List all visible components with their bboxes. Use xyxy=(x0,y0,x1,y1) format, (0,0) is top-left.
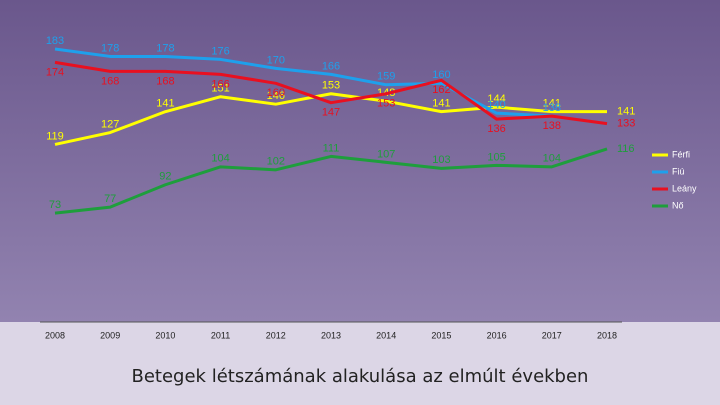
data-label: 153 xyxy=(322,80,340,92)
data-label: 140 xyxy=(487,99,505,111)
data-label: 105 xyxy=(487,151,505,163)
data-label: 104 xyxy=(211,153,229,165)
data-label: 160 xyxy=(267,87,285,99)
data-label: 160 xyxy=(432,69,450,81)
data-label: 176 xyxy=(211,45,229,57)
series-line xyxy=(54,92,607,146)
data-label: 141 xyxy=(156,98,174,110)
x-tick-label: 2015 xyxy=(431,330,451,340)
data-label: 119 xyxy=(46,130,64,142)
data-label: 116 xyxy=(617,143,635,155)
data-label: 141 xyxy=(432,98,450,110)
chart-title: Betegek létszámának alakulása az elmúlt … xyxy=(132,366,589,387)
data-label: 178 xyxy=(156,42,174,54)
data-label: 104 xyxy=(543,153,561,165)
series-line xyxy=(54,60,608,126)
legend-label: Fiú xyxy=(672,166,685,176)
data-label: 168 xyxy=(156,75,174,87)
data-label: 136 xyxy=(487,123,505,135)
data-label: 183 xyxy=(46,35,64,47)
data-label: 111 xyxy=(323,142,340,154)
data-label: 159 xyxy=(377,71,395,83)
data-label: 168 xyxy=(101,75,119,87)
legend-label: Nő xyxy=(672,200,684,210)
footer-band xyxy=(0,322,720,405)
data-label: 73 xyxy=(49,199,61,211)
data-label: 170 xyxy=(267,54,285,66)
x-tick-label: 2009 xyxy=(100,330,120,340)
data-label: 146 xyxy=(267,90,285,102)
data-label: 92 xyxy=(159,171,171,183)
data-label: 174 xyxy=(46,66,64,78)
data-label: 107 xyxy=(377,148,395,160)
data-label: 151 xyxy=(211,83,229,95)
data-label: 103 xyxy=(432,154,450,166)
data-label: 138 xyxy=(543,120,561,132)
data-label: 166 xyxy=(322,60,340,72)
data-label: 77 xyxy=(104,193,116,205)
data-label: 166 xyxy=(211,78,229,90)
legend-label: Férfi xyxy=(672,149,690,159)
data-label: 141 xyxy=(617,106,635,118)
x-tick-label: 2013 xyxy=(321,330,341,340)
series-line xyxy=(54,147,608,215)
x-tick-label: 2017 xyxy=(542,330,562,340)
x-tick-label: 2016 xyxy=(487,330,507,340)
data-label: 127 xyxy=(101,118,119,130)
data-label: 138 xyxy=(543,102,561,114)
data-label: 102 xyxy=(267,156,285,168)
x-tick-label: 2012 xyxy=(266,330,286,340)
x-tick-label: 2014 xyxy=(376,330,396,340)
data-label: 178 xyxy=(101,42,119,54)
x-tick-label: 2011 xyxy=(211,330,230,340)
x-tick-label: 2010 xyxy=(155,330,175,340)
data-label: 144 xyxy=(487,93,505,105)
x-tick-label: 2018 xyxy=(597,330,617,340)
data-label: 147 xyxy=(322,107,340,119)
data-label: 133 xyxy=(617,117,635,129)
data-label: 141 xyxy=(543,98,561,110)
legend-label: Leány xyxy=(672,183,697,193)
data-label: 162 xyxy=(432,84,450,96)
data-label: 153 xyxy=(377,98,395,110)
x-tick-label: 2008 xyxy=(45,330,65,340)
